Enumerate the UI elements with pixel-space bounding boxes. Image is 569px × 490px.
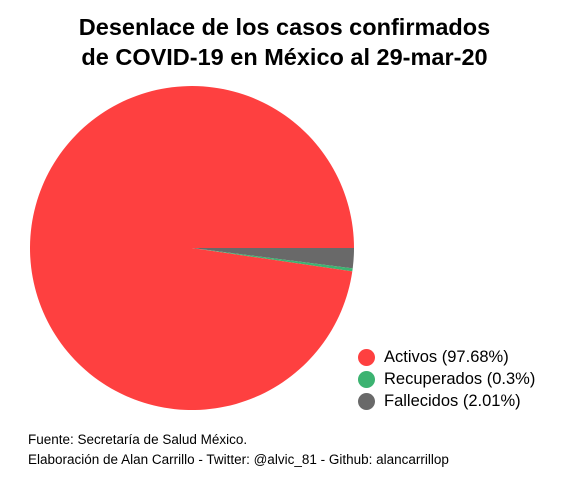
caption: Fuente: Secretaría de Salud México. Elab… — [28, 430, 449, 470]
legend-item-activos: Activos (97.68%) — [358, 346, 535, 368]
legend-label-activos: Activos (97.68%) — [384, 348, 509, 366]
chart-title-line-1: Desenlace de los casos confirmados — [78, 14, 491, 40]
chart-title-line-2: de COVID-19 en México al 29-mar-20 — [81, 44, 488, 70]
chart-title: Desenlace de los casos confirmados de CO… — [0, 12, 569, 72]
pie-slice-recuperados — [192, 248, 353, 272]
pie-slice-activos — [30, 86, 354, 411]
pie-slice-fallecidos — [192, 248, 354, 269]
legend-label-recuperados: Recuperados (0.3%) — [384, 370, 536, 388]
legend-swatch-fallecidos — [358, 392, 375, 410]
caption-source: Fuente: Secretaría de Salud México. — [28, 432, 248, 447]
caption-credit: Elaboración de Alan Carrillo - Twitter: … — [28, 452, 449, 467]
legend-item-fallecidos: Fallecidos (2.01%) — [358, 390, 535, 412]
legend-item-recuperados: Recuperados (0.3%) — [358, 368, 535, 390]
legend: Activos (97.68%) Recuperados (0.3%) Fall… — [358, 346, 535, 412]
legend-label-fallecidos: Fallecidos (2.01%) — [384, 392, 521, 410]
legend-swatch-activos — [358, 348, 375, 366]
legend-swatch-recuperados — [358, 370, 375, 388]
